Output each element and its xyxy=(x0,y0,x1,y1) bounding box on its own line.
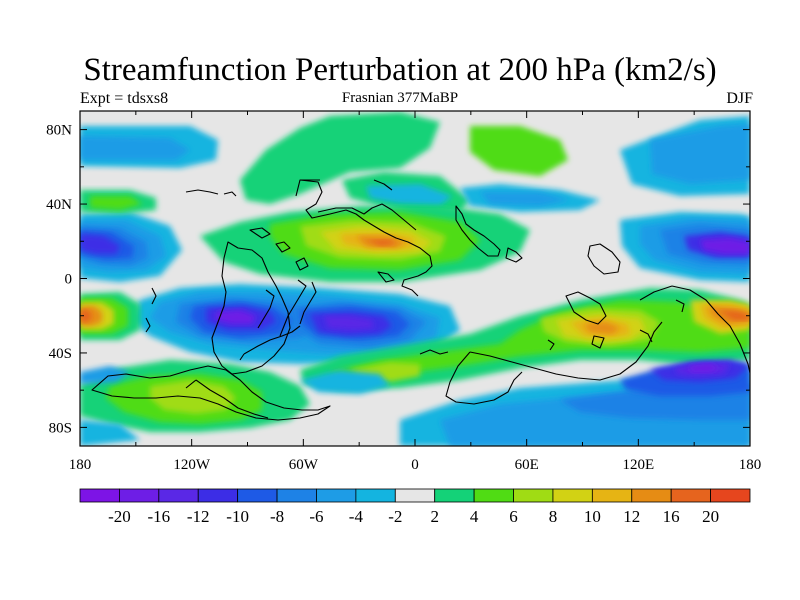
contour-region-58 xyxy=(80,366,130,384)
coastline-north-china xyxy=(587,243,621,275)
y-tick-label: 0 xyxy=(65,272,73,288)
colorbar-label: 10 xyxy=(584,507,601,526)
x-tick-label: 0 xyxy=(411,457,419,473)
coastline-island-10 xyxy=(373,179,393,191)
colorbar-swatch xyxy=(670,488,711,503)
x-tick-label: 60E xyxy=(515,457,539,473)
x-tick-label: 180 xyxy=(739,457,762,473)
colorbar-swatch xyxy=(355,488,396,503)
y-tick-label: 80N xyxy=(46,123,72,139)
x-tick-label: 60W xyxy=(289,457,319,473)
coastline-island-3 xyxy=(249,227,271,239)
coastline-africa xyxy=(211,241,291,375)
colorbar-swatch xyxy=(316,488,357,503)
colorbar-swatch xyxy=(591,488,633,503)
y-tick-label: 40S xyxy=(49,346,72,362)
coastline-island-2 xyxy=(223,191,237,197)
colorbar-swatch xyxy=(237,488,278,503)
colorbar-swatch xyxy=(473,488,514,503)
period-label: Frasnian 377MaBP xyxy=(341,90,459,106)
colorbar-label: 16 xyxy=(663,507,680,526)
colorbar-label: -2 xyxy=(388,507,402,526)
contour-region-4 xyxy=(240,112,440,204)
colorbar-swatch xyxy=(276,488,317,503)
coastline-island-4 xyxy=(275,241,291,253)
colorbar-label: 4 xyxy=(470,507,479,526)
coastline-island-8 xyxy=(299,281,317,325)
contour-region-5 xyxy=(470,126,568,176)
contour-region-9 xyxy=(480,192,570,206)
chart-title: Streamfunction Perturbation at 200 hPa (… xyxy=(83,52,717,88)
coastline-south-china xyxy=(565,291,607,325)
coastline-island-6 xyxy=(145,287,157,333)
coastline-island-14 xyxy=(419,349,449,355)
colorbar-swatch xyxy=(552,488,593,503)
colorbar-swatch xyxy=(710,488,751,503)
coastline-gondwana-west xyxy=(185,379,269,419)
colorbar-swatch xyxy=(79,488,120,503)
coastline-island-13 xyxy=(547,339,555,351)
contour-region-38 xyxy=(324,316,374,330)
coastline-island-16 xyxy=(675,299,685,313)
colorbar-label: -8 xyxy=(270,507,284,526)
colorbar-label: -4 xyxy=(349,507,364,526)
contour-field xyxy=(80,111,750,446)
contour-region-66 xyxy=(300,370,390,394)
colorbar-label: 2 xyxy=(430,507,439,526)
contour-region-7 xyxy=(366,184,452,206)
colorbar-label: 12 xyxy=(623,507,640,526)
colorbar-swatch xyxy=(513,488,554,503)
x-tick-label: 120W xyxy=(173,457,211,473)
contour-region-54 xyxy=(80,310,92,322)
contour-region-28 xyxy=(366,240,396,246)
coastline-siberia-east xyxy=(505,247,523,263)
contour-region-1 xyxy=(80,136,190,160)
y-tick-label: 80S xyxy=(49,420,72,436)
colorbar-swatch xyxy=(394,488,436,503)
contour-region-14 xyxy=(80,234,120,254)
x-tick-label: 180 xyxy=(69,457,92,473)
colorbar-swatch xyxy=(158,488,199,503)
contour-region-65 xyxy=(688,364,720,372)
coastline-siberia xyxy=(455,205,501,257)
coastline-island-5 xyxy=(295,257,309,271)
experiment-label: Expt = tdsxs8 xyxy=(80,90,169,107)
colorbar-label: 20 xyxy=(702,507,719,526)
x-tick-label: 120E xyxy=(622,457,654,473)
coastline-island-9 xyxy=(257,289,275,329)
colorbar-label: -6 xyxy=(309,507,323,526)
colorbar-label: -20 xyxy=(108,507,131,526)
coastline-gondwana-east xyxy=(639,285,750,376)
colorbar-label: 6 xyxy=(509,507,518,526)
colorbar-label: -10 xyxy=(226,507,249,526)
coastline-island-11 xyxy=(377,271,395,283)
coastline-south-america xyxy=(239,325,301,361)
coastline-laurussia xyxy=(299,179,433,297)
coastline-antarctic-gondwana xyxy=(91,365,331,421)
coastline-laurussia-north xyxy=(295,179,417,231)
contour-region-21 xyxy=(90,196,142,210)
colorbar-swatch xyxy=(434,488,475,503)
colorbar-swatch xyxy=(197,488,239,503)
coastline-island-15 xyxy=(639,329,653,343)
colorbar-label: -12 xyxy=(187,507,210,526)
colorbar-swatch xyxy=(631,488,672,503)
coastline-gondwana-south xyxy=(445,321,663,405)
season-label: DJF xyxy=(726,90,753,107)
y-tick-label: 40N xyxy=(46,197,72,213)
contour-region-67 xyxy=(80,420,140,446)
coastline-island-12 xyxy=(591,335,605,349)
coastline-island-7 xyxy=(279,279,307,337)
colorbar-swatch xyxy=(119,488,160,503)
contour-region-3 xyxy=(650,124,750,184)
contour-region-49 xyxy=(718,310,750,320)
contour-region-19 xyxy=(700,238,750,254)
colorbar-label: 8 xyxy=(549,507,558,526)
contour-region-37 xyxy=(216,310,256,324)
colorbar-label: -16 xyxy=(147,507,170,526)
contour-region-44 xyxy=(584,322,620,334)
coastline-island-1 xyxy=(185,189,219,195)
